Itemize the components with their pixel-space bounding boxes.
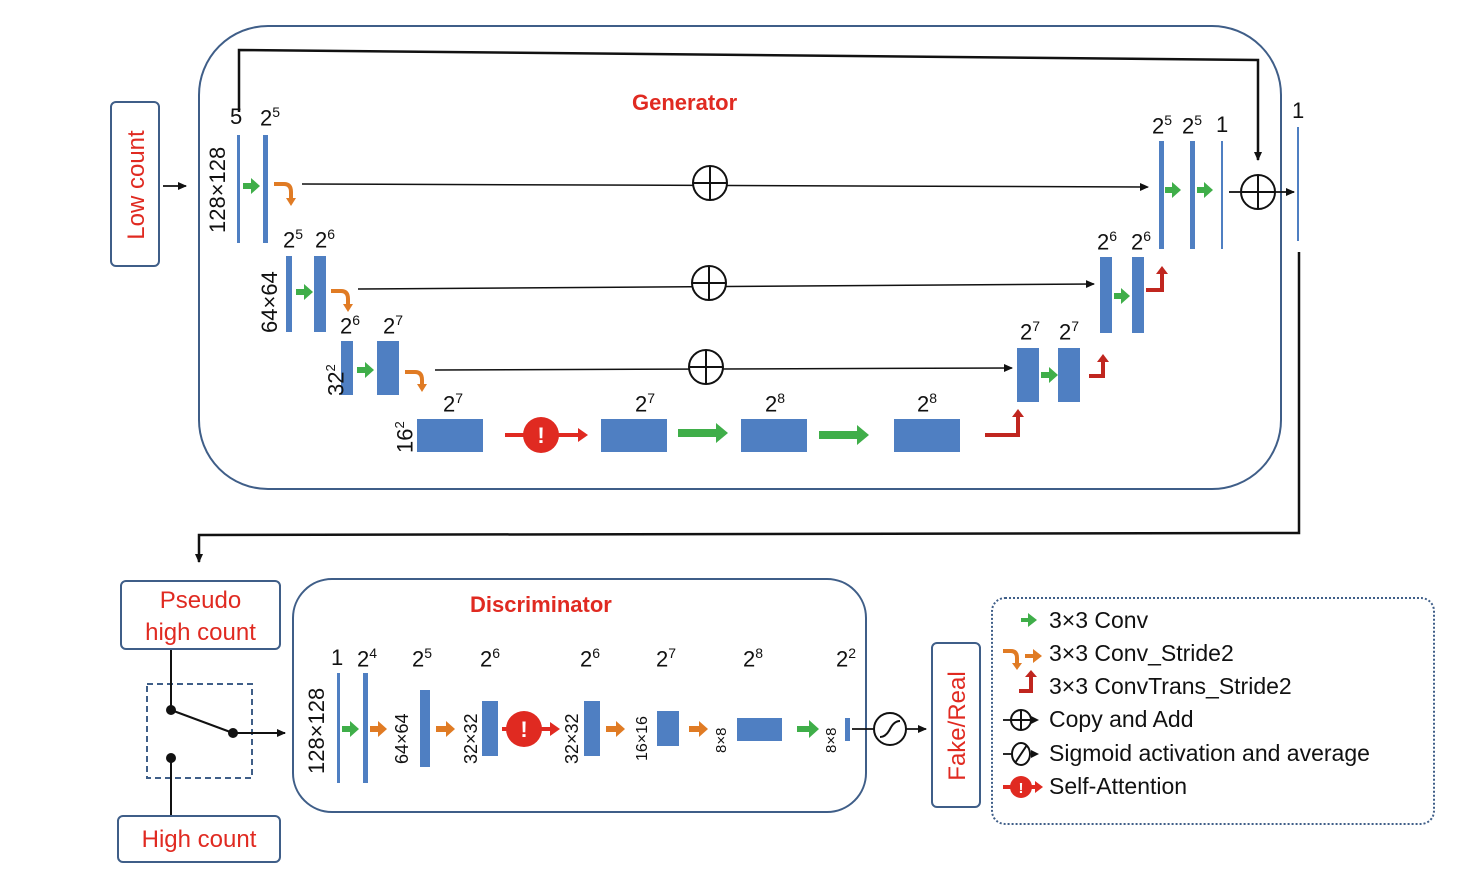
gen-bottleneck-ch-3: 28 — [765, 390, 786, 417]
gen-enc2-ch-a: 25 — [283, 226, 304, 253]
high-count-label: High count — [141, 826, 257, 853]
legend-item-conv-stride2: 3×3 Conv_Stride2 — [1049, 640, 1234, 666]
disc-block-4 — [482, 701, 498, 756]
disc-ch-4: 26 — [480, 645, 501, 672]
disc-block-2 — [363, 673, 368, 783]
gen-dec3-ch-b: 27 — [1059, 318, 1080, 345]
disc-ch-7: 28 — [743, 645, 764, 672]
gen-enc1-block-b — [263, 135, 268, 243]
low-count-box: Low count — [110, 101, 160, 267]
switch-lever — [170, 709, 234, 734]
high-count-box: High count — [117, 815, 281, 863]
gen-dec2-block-a — [1100, 257, 1112, 333]
switch-box — [146, 683, 253, 779]
svg-text:!: ! — [537, 423, 544, 448]
disc-block-6 — [657, 711, 679, 746]
disc-block-8 — [845, 718, 850, 741]
gen-bottleneck-block-1 — [417, 419, 483, 452]
copy-add-icon-2 — [691, 265, 727, 301]
gen-enc2-ch-b: 26 — [315, 226, 336, 253]
gen-enc3-ch-a: 26 — [340, 312, 361, 339]
convtrans-arrow-icon — [985, 272, 1164, 437]
discriminator-title: Discriminator — [470, 592, 612, 617]
self-attention-icon-gen: ! — [505, 417, 588, 453]
gen-dec1-ch-a: 25 — [1152, 112, 1173, 139]
generator-to-discriminator-line — [195, 252, 1301, 563]
copy-add-icon-1 — [692, 165, 728, 201]
self-attention-icon: ! — [1003, 776, 1043, 798]
sigmoid-icon — [873, 712, 907, 746]
gen-bottleneck-ch-1: 27 — [443, 390, 464, 417]
gen-bottleneck-block-3 — [741, 419, 807, 452]
disc-ch-6: 27 — [656, 645, 677, 672]
legend-item-conv: 3×3 Conv — [1049, 607, 1149, 633]
gen-dec2-ch-a: 26 — [1097, 228, 1118, 255]
gen-dec2-block-b — [1132, 257, 1144, 333]
self-attention-icon-disc: ! — [502, 711, 560, 747]
disc-ch-2: 24 — [357, 645, 378, 672]
pseudo-label-line1: Pseudo — [159, 587, 242, 614]
green-arrow-icon — [1021, 613, 1037, 627]
gen-bottleneck-ch-4: 28 — [917, 390, 938, 417]
orange-hook-arrow-icon — [1003, 649, 1019, 663]
conv-arrow-icon — [243, 178, 1213, 445]
gen-bottleneck-block-4 — [894, 419, 960, 452]
global-residual-line — [237, 48, 1262, 161]
disc-block-5 — [584, 701, 600, 756]
gen-enc3-block-b — [377, 341, 399, 395]
gen-output-block — [1297, 127, 1299, 241]
svg-text:!: ! — [520, 717, 527, 742]
gen-out-ch: 1 — [1292, 98, 1305, 123]
legend-item-sigmoid: Sigmoid activation and average — [1049, 740, 1370, 766]
stride-arrow-icon — [274, 182, 424, 384]
gen-dec3-block-b — [1058, 348, 1080, 402]
disc-ch-1: 1 — [331, 645, 344, 670]
gen-dec2-ch-b: 26 — [1131, 228, 1152, 255]
gen-bottleneck-ch-2: 27 — [635, 390, 656, 417]
copy-add-icon-3 — [688, 349, 724, 385]
pseudo-label-line2: high count — [145, 619, 256, 646]
gen-enc2-block-b — [314, 256, 326, 332]
gen-enc2-block-a — [286, 256, 292, 332]
disc-block-1 — [337, 673, 340, 783]
svg-text:!: ! — [1019, 780, 1024, 797]
gen-dec1-block-c — [1221, 141, 1223, 249]
disc-block-7 — [737, 718, 782, 741]
gen-enc3-block-a — [341, 341, 353, 395]
legend-item-convtrans-stride2: 3×3 ConvTrans_Stride2 — [1049, 673, 1292, 699]
fake-real-box: Fake/Real — [931, 642, 981, 808]
pseudo-high-count-box: Pseudo high count — [120, 580, 281, 650]
legend-item-self-attention: Self-Attention — [1049, 773, 1188, 799]
legend-box: ! 3×3 Conv 3×3 Conv_Stride2 3×3 ConvTran… — [991, 597, 1435, 825]
gen-dec1-ch-b: 25 — [1182, 112, 1203, 139]
disc-ch-5: 26 — [580, 645, 601, 672]
gen-dec1-block-b — [1190, 141, 1195, 249]
discriminator-panel — [292, 578, 867, 813]
gen-dec3-block-a — [1017, 348, 1039, 402]
sigmoid-icon — [1011, 742, 1031, 766]
gen-enc3-ch-b: 27 — [383, 312, 404, 339]
legend-icons: ! — [1003, 613, 1043, 798]
disc-block-3 — [420, 690, 430, 767]
copy-add-icon — [1010, 709, 1032, 731]
disc-ch-3: 25 — [412, 645, 433, 672]
gen-dec3-ch-a: 27 — [1020, 318, 1041, 345]
generator-title: Generator — [632, 90, 738, 115]
gen-dec1-ch-c: 1 — [1216, 112, 1229, 137]
gen-enc1-ch-b: 25 — [260, 104, 281, 131]
gen-dec1-block-a — [1159, 141, 1164, 249]
red-up-arrow-icon — [1019, 675, 1033, 693]
gen-bottleneck-block-2 — [601, 419, 667, 452]
gen-enc1-block-a — [237, 135, 240, 243]
disc-ch-8: 22 — [836, 645, 857, 672]
legend-item-copy-add: Copy and Add — [1049, 706, 1194, 732]
copy-add-icon-out — [1240, 174, 1276, 210]
